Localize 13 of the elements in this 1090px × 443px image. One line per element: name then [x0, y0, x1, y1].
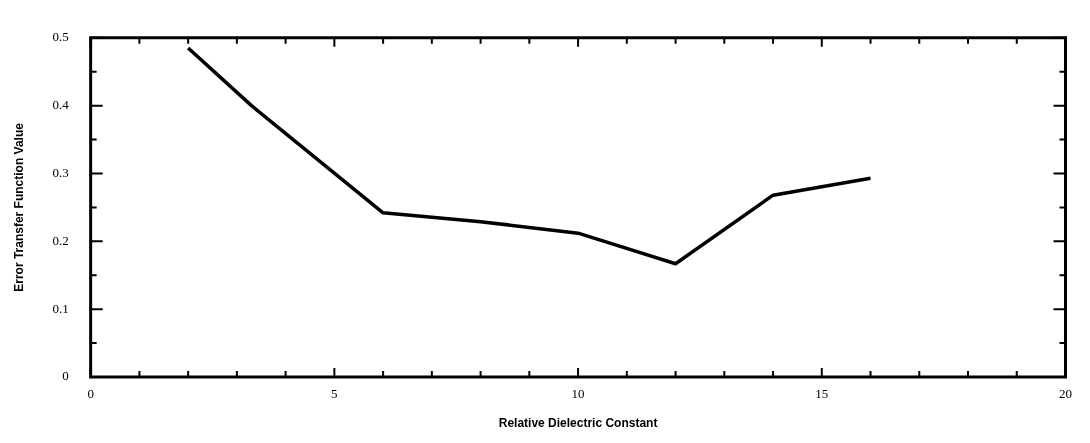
- y-tick-label: 0.4: [52, 97, 70, 113]
- y-axis-title: Error Transfer Function Value: [11, 122, 26, 292]
- x-tick-label: 0: [87, 386, 94, 402]
- x-tick-label: 10: [571, 386, 585, 402]
- y-tick-label: 0.3: [52, 164, 69, 180]
- y-tick-label: 0.1: [52, 300, 69, 316]
- x-tick-label: 20: [1059, 386, 1072, 402]
- y-tick-label: 0.5: [52, 29, 69, 45]
- y-tick-label: 0: [62, 368, 69, 384]
- y-tick-label: 0.2: [52, 232, 69, 248]
- x-axis-title: Relative Dielectric Constant: [498, 416, 658, 431]
- x-tick-label: 15: [815, 386, 829, 402]
- x-tick-label: 5: [331, 386, 338, 402]
